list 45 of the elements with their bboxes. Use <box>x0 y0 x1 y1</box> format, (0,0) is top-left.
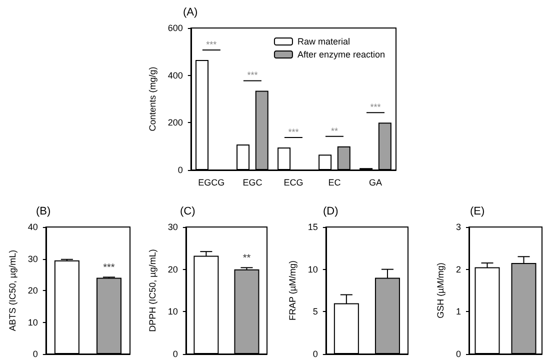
y-tick-label: 400 <box>168 70 183 80</box>
x-tick-label: ECG <box>284 178 304 188</box>
y-tick-label: 3 <box>456 222 461 232</box>
y-tick-label: 0 <box>456 349 461 359</box>
chart-title: (C) <box>180 206 196 218</box>
y-tick-label: 20 <box>28 286 38 296</box>
y-tick-label: 10 <box>28 317 38 328</box>
y-tick-label: 0 <box>32 349 38 359</box>
x-tick-label: EGC <box>242 178 263 188</box>
y-tick-label: 20 <box>168 264 178 274</box>
y-tick-label: 1 <box>456 306 461 317</box>
chart-title: (E) <box>470 206 485 218</box>
annotation: *** <box>103 262 115 274</box>
y-tick-label: 15 <box>308 222 318 232</box>
y-tick-label: 0 <box>312 349 318 359</box>
chart-title: (D) <box>323 206 338 218</box>
y-axis-title: Contents (mg/g) <box>148 66 158 132</box>
x-tick-label: EC <box>328 178 342 188</box>
chart-title: (A) <box>183 6 198 18</box>
y-tick-label: 0 <box>178 165 183 175</box>
chart-title: (B) <box>36 206 51 218</box>
y-axis-title: GSH (µM/mg) <box>436 262 446 318</box>
y-tick-label: 10 <box>308 264 318 274</box>
y-tick-label: 40 <box>28 222 38 232</box>
annotation: *** <box>370 102 382 112</box>
annotation: *** <box>247 70 258 80</box>
legend-label: Raw material <box>297 36 350 46</box>
annotation: *** <box>288 127 300 138</box>
y-axis-title: DPPH (IC50, µg/mL) <box>148 249 158 332</box>
legend-label: After enzyme reaction <box>297 50 386 60</box>
y-axis-title: ABTS (IC50, µg/mL) <box>8 250 18 332</box>
y-axis-title: FRAP (µM/mg) <box>288 260 298 321</box>
y-tick-label: 30 <box>28 254 38 264</box>
y-tick-label: 30 <box>168 222 178 232</box>
y-tick-label: 200 <box>168 118 183 128</box>
annotation: ** <box>330 126 338 136</box>
x-tick-label: EGCG <box>198 178 225 188</box>
x-tick-label: GA <box>368 178 382 188</box>
annotation: *** <box>206 39 218 50</box>
y-tick-label: 10 <box>168 306 178 317</box>
annotation: ** <box>242 253 251 264</box>
y-tick-label: 2 <box>456 264 461 274</box>
y-tick-label: 0 <box>172 349 178 359</box>
y-tick-label: 5 <box>312 306 318 317</box>
y-tick-label: 600 <box>168 23 183 33</box>
